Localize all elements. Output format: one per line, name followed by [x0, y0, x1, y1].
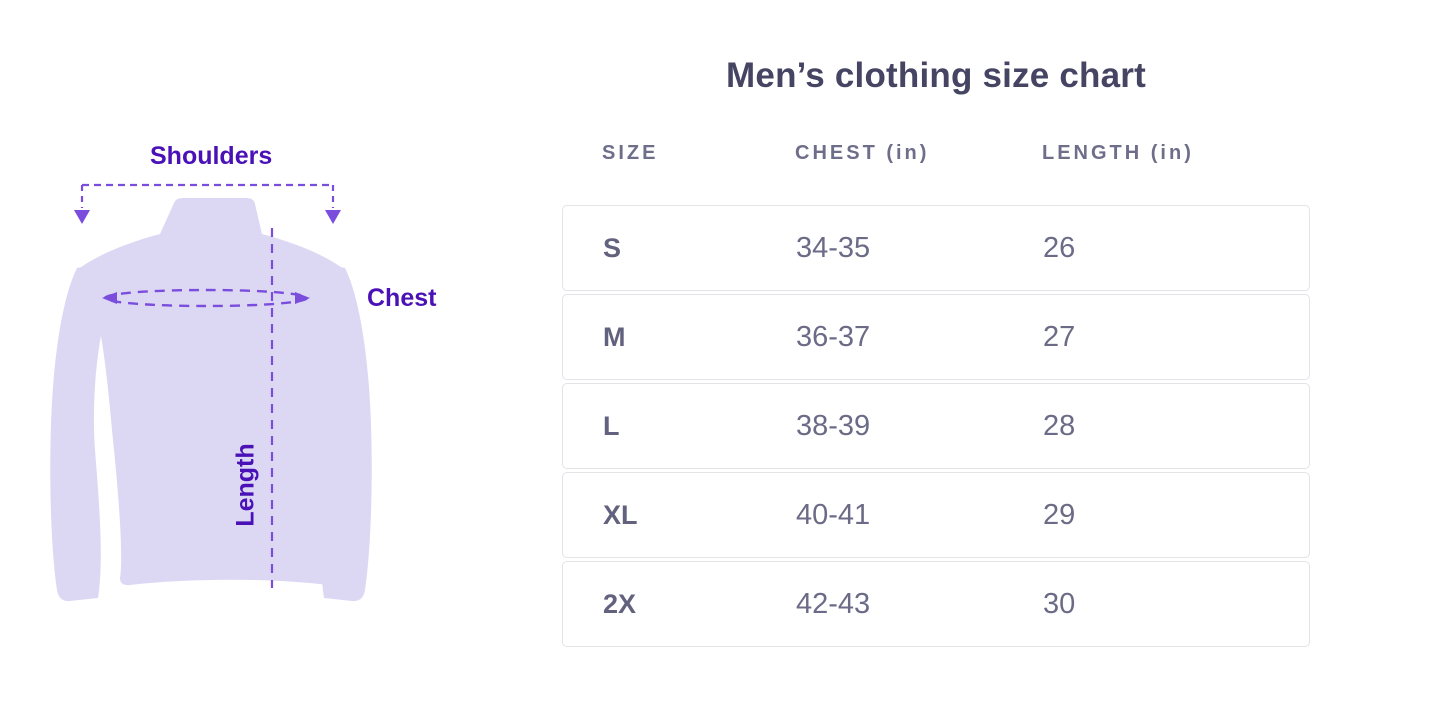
size-cell: L — [603, 410, 620, 441]
size-cell: S — [603, 232, 622, 263]
chest-cell: 38-39 — [796, 409, 871, 442]
table-row: XL 40-41 29 — [562, 472, 1310, 558]
chest-label: Chest — [367, 284, 437, 312]
length-cell: 30 — [1043, 587, 1076, 620]
chest-cell: 42-43 — [796, 587, 871, 620]
length-label: Length — [231, 443, 260, 527]
size-cell: M — [603, 321, 626, 352]
size-chart-table: S 34-35 26 M 36-37 27 L 38-39 28 XL 40-4… — [562, 205, 1310, 650]
table-row: S 34-35 26 — [562, 205, 1310, 291]
header-chest: CHEST (in) — [795, 141, 930, 164]
length-cell: 26 — [1043, 231, 1076, 264]
length-cell: 29 — [1043, 498, 1076, 531]
length-cell: 27 — [1043, 320, 1076, 353]
shirt-illustration — [50, 198, 372, 602]
header-length: LENGTH (in) — [1042, 141, 1194, 164]
page-title: Men’s clothing size chart — [726, 56, 1146, 95]
chest-measure-ellipse — [102, 288, 310, 308]
table-row: 2X 42-43 30 — [562, 561, 1310, 647]
size-cell: 2X — [603, 588, 637, 619]
size-cell: XL — [603, 499, 638, 530]
table-row: M 36-37 27 — [562, 294, 1310, 380]
chest-cell: 40-41 — [796, 498, 871, 531]
header-size: SIZE — [602, 141, 659, 164]
table-row: L 38-39 28 — [562, 383, 1310, 469]
chest-cell: 36-37 — [796, 320, 871, 353]
table-header-row: SIZE CHEST (in) LENGTH (in) — [562, 140, 1310, 166]
shoulders-measure-arrow — [74, 183, 341, 224]
chest-cell: 34-35 — [796, 231, 871, 264]
shoulders-label: Shoulders — [150, 142, 273, 170]
shirt-diagram — [50, 183, 372, 602]
length-cell: 28 — [1043, 409, 1076, 442]
